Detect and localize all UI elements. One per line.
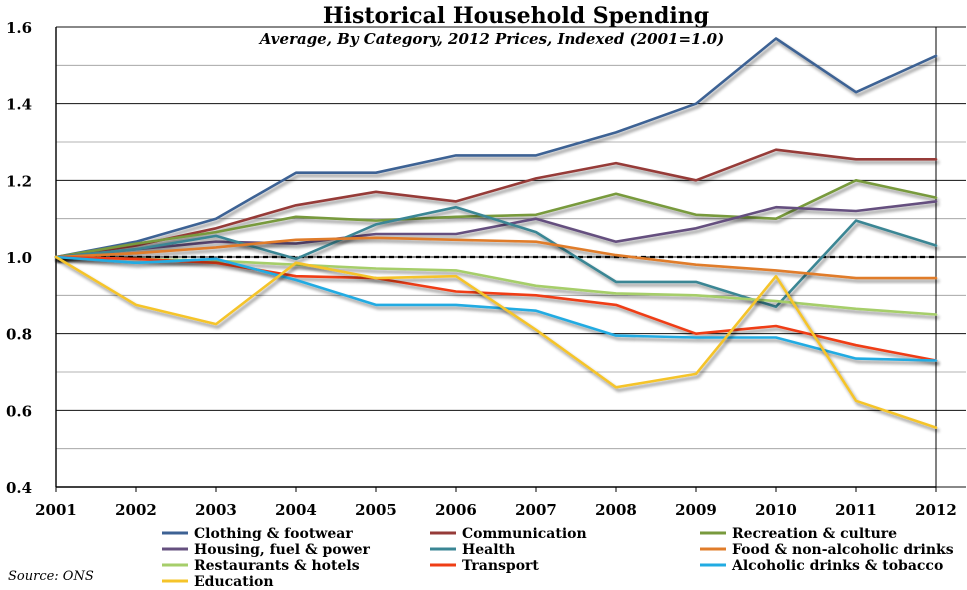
y-tick-label: 0.6	[6, 402, 32, 420]
series-line-5	[54, 205, 938, 309]
legend-label: Recreation & culture	[732, 526, 897, 542]
legend-label: Housing, fuel & power	[194, 542, 371, 558]
x-axis-ticks: 2001 2002 2003 2004 2005 2006 2007 2008 2009 2010…	[35, 487, 957, 519]
chart-subtitle: Average, By Category, 2012 Prices, Index…	[258, 30, 724, 48]
legend-label: Education	[194, 574, 274, 590]
legend-label: Food & non-alcoholic drinks	[732, 542, 954, 558]
y-tick-label: 1.2	[6, 172, 32, 190]
legend-label: Restaurants & hotels	[194, 558, 360, 574]
legend-label: Communication	[462, 526, 587, 542]
legend-label: Health	[462, 542, 515, 558]
y-tick-label: 1.0	[6, 249, 32, 267]
series-line-3	[54, 179, 938, 259]
series-line-9	[54, 255, 938, 362]
x-tick-label: 2005	[355, 501, 397, 519]
series-line-1	[54, 37, 938, 259]
legend-label: Transport	[462, 558, 539, 574]
x-tick-label: 2004	[275, 501, 317, 519]
x-tick-label: 2002	[115, 501, 157, 519]
x-tick-label: 2009	[675, 501, 717, 519]
x-tick-label: 2003	[195, 501, 237, 519]
y-tick-label: 0.4	[6, 479, 32, 497]
legend-label: Alcoholic drinks & tobacco	[731, 558, 943, 574]
source-note: Source: ONS	[8, 569, 94, 584]
x-tick-label: 2008	[595, 501, 637, 519]
legend: Clothing & footwear Communication Recreati…	[162, 526, 954, 590]
series-line-10	[54, 255, 938, 429]
x-tick-label: 2007	[515, 501, 557, 519]
series-line-2	[54, 148, 938, 259]
x-tick-label: 2006	[435, 501, 477, 519]
y-tick-label: 1.6	[6, 19, 32, 37]
y-tick-label: 0.8	[6, 326, 32, 344]
series-lines	[54, 37, 938, 429]
legend-label: Clothing & footwear	[194, 526, 353, 542]
gridlines	[56, 26, 966, 488]
x-tick-label: 2001	[35, 501, 77, 519]
series-line-6	[54, 236, 938, 280]
series-line-7	[54, 255, 938, 316]
y-axis-ticks: 0.4 0.6 0.8 1.0 1.2 1.4 1.6	[6, 19, 32, 497]
x-tick-label: 2011	[835, 501, 877, 519]
x-tick-label: 2010	[755, 501, 797, 519]
chart-title: Historical Household Spending	[323, 3, 709, 29]
series-line-8	[54, 255, 938, 362]
series-line-4	[54, 200, 938, 259]
y-tick-label: 1.4	[6, 96, 32, 114]
x-tick-label: 2012	[915, 501, 957, 519]
